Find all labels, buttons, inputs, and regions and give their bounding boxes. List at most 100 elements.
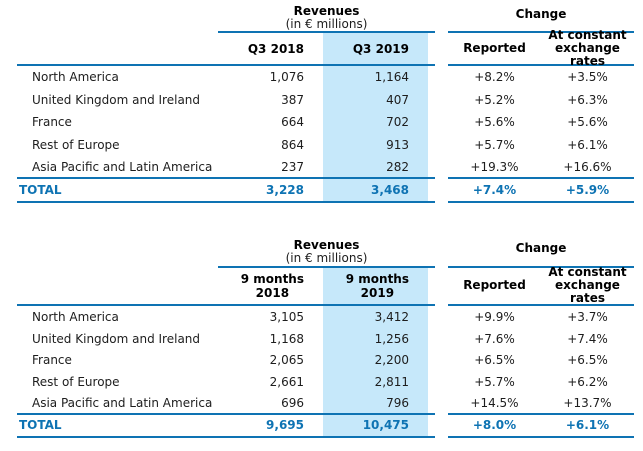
table-row: Rest of Europe 2,661 2,811 +5.7% +6.2%	[17, 371, 634, 394]
reported-label: Reported	[463, 278, 526, 293]
value-prior: 2,065	[269, 353, 304, 368]
total-change-constant: +5.9%	[565, 182, 610, 197]
table-row: France 664 702 +5.6% +5.6%	[17, 111, 634, 134]
revenues-title-block: Revenues (in € millions)	[218, 238, 435, 268]
revenues-title: Revenues	[293, 4, 360, 18]
change-reported: +5.2%	[474, 92, 515, 107]
value-current: 2,200	[323, 349, 428, 372]
table-row: United Kingdom and Ireland 387 407 +5.2%…	[17, 88, 634, 112]
section-gap	[435, 268, 448, 306]
column-header-prior-period: Q3 2018	[218, 33, 323, 64]
section-gap	[435, 33, 448, 66]
reported-label: Reported	[463, 41, 526, 55]
value-current: 796	[323, 393, 428, 413]
column-header-constant-rates: At constant exchange rates	[541, 265, 634, 306]
value-current: 3,412	[323, 305, 428, 328]
total-row: TOTAL 3,228 3,468 +7.4% +5.9%	[17, 178, 634, 203]
region-label: Rest of Europe	[32, 138, 120, 153]
change-constant: +6.1%	[567, 138, 608, 153]
change-title: Change	[448, 238, 634, 268]
change-title: Change	[448, 4, 634, 33]
change-reported: +6.5%	[474, 353, 515, 368]
column-header-current-period: Q3 2019	[323, 33, 428, 64]
value-prior: 2,661	[269, 375, 304, 390]
revenues-subtitle: (in € millions)	[285, 250, 368, 265]
total-label: TOTAL	[19, 182, 62, 197]
change-reported: +8.2%	[474, 70, 515, 85]
column-header-current-period: 9 months 2019	[323, 267, 428, 304]
table-row: France 2,065 2,200 +6.5% +6.5%	[17, 349, 634, 372]
value-prior: 864	[281, 138, 304, 153]
revenue-report: Revenues (in € millions) Change Q3 2018 …	[17, 4, 634, 438]
table-row: North America 3,105 3,412 +9.9% +3.7%	[17, 305, 634, 328]
change-reported: +5.7%	[474, 375, 515, 390]
revenues-subtitle: (in € millions)	[285, 17, 368, 31]
value-prior: 1,076	[269, 70, 304, 85]
value-prior: 237	[281, 159, 304, 174]
change-constant: +3.7%	[567, 309, 608, 324]
change-reported: +9.9%	[474, 309, 515, 324]
region-label: Asia Pacific and Latin America	[32, 396, 213, 411]
region-label: North America	[32, 309, 119, 324]
column-header-reported: Reported	[448, 33, 541, 64]
region-label: United Kingdom and Ireland	[32, 331, 201, 346]
constant-rates-label: At constant exchange rates	[548, 265, 627, 306]
change-constant: +7.4%	[567, 331, 608, 346]
change-reported: +7.6%	[474, 331, 515, 346]
table-row: Asia Pacific and Latin America 237 282 +…	[17, 156, 634, 179]
column-header-constant-rates: At constant exchange rates	[541, 29, 634, 68]
nine-months-header-row: 9 months 2018 9 months 2019 Reported At …	[17, 265, 634, 306]
revenues-title: Revenues	[293, 237, 360, 252]
total-label: TOTAL	[19, 418, 62, 433]
change-constant: +6.5%	[567, 353, 608, 368]
total-change-reported: +7.4%	[472, 182, 517, 197]
region-label: North America	[32, 70, 119, 85]
region-label: United Kingdom and Ireland	[32, 92, 201, 107]
header-spacer	[17, 33, 218, 64]
region-label: France	[32, 353, 72, 368]
value-current: 1,164	[323, 66, 428, 89]
prior-period-label: 9 months 2018	[240, 271, 304, 300]
value-prior: 1,168	[269, 331, 304, 346]
q3-title-row: Revenues (in € millions) Change	[17, 4, 634, 33]
change-reported: +14.5%	[470, 396, 519, 411]
title-spacer	[17, 238, 218, 268]
nine-months-title-row: Revenues (in € millions) Change	[17, 238, 634, 268]
section-gap	[435, 238, 448, 268]
total-change-reported: +8.0%	[472, 418, 517, 433]
change-reported: +19.3%	[470, 159, 519, 174]
title-spacer	[17, 4, 218, 33]
total-row: TOTAL 9,695 10,475 +8.0% +6.1%	[17, 414, 634, 438]
total-value-current: 3,468	[323, 178, 428, 201]
region-label: Rest of Europe	[32, 375, 120, 390]
table-row: Rest of Europe 864 913 +5.7% +6.1%	[17, 133, 634, 157]
change-constant: +13.7%	[563, 396, 612, 411]
header-spacer	[17, 268, 218, 304]
current-period-label: Q3 2019	[352, 41, 409, 56]
value-prior: 664	[281, 115, 304, 130]
revenues-title-block: Revenues (in € millions)	[218, 4, 435, 33]
value-prior: 387	[281, 92, 304, 107]
value-current: 407	[323, 88, 428, 112]
change-constant: +6.2%	[567, 375, 608, 390]
value-prior: 3,105	[269, 309, 304, 324]
section-gap	[435, 4, 448, 33]
value-current: 702	[323, 111, 428, 134]
change-constant: +16.6%	[563, 159, 612, 174]
q3-header-row: Q3 2018 Q3 2019 Reported At constant exc…	[17, 29, 634, 68]
column-header-reported: Reported	[448, 268, 541, 304]
table-row: Asia Pacific and Latin America 696 796 +…	[17, 393, 634, 415]
region-label: France	[32, 115, 72, 130]
total-value-prior: 9,695	[266, 418, 304, 433]
column-header-prior-period: 9 months 2018	[218, 268, 323, 304]
change-reported: +5.6%	[474, 115, 515, 130]
prior-period-label: Q3 2018	[247, 41, 304, 56]
value-current: 913	[323, 133, 428, 157]
change-constant: +6.3%	[567, 92, 608, 107]
total-change-constant: +6.1%	[565, 418, 610, 433]
nine-months-revenue-table: Revenues (in € millions) Change 9 months…	[17, 238, 634, 438]
total-value-prior: 3,228	[266, 182, 304, 197]
region-label: Asia Pacific and Latin America	[32, 159, 213, 174]
q3-revenue-table: Revenues (in € millions) Change Q3 2018 …	[17, 4, 634, 203]
value-current: 2,811	[323, 371, 428, 394]
